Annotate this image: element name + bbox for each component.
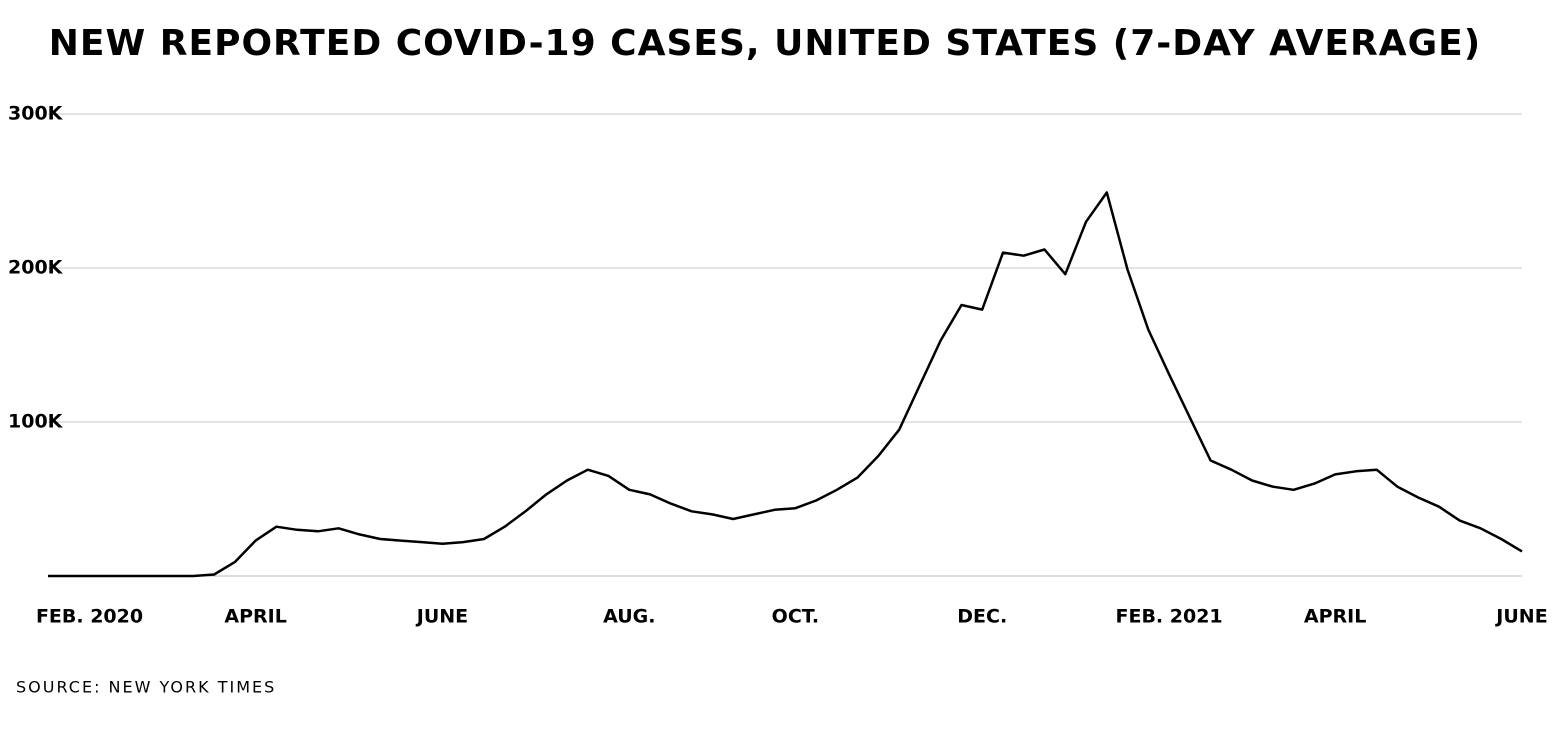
x-tick-label: Feb. 2021 [1115, 606, 1222, 628]
x-tick-label: June [1494, 606, 1547, 628]
x-tick-label: June [415, 606, 468, 628]
x-tick-label: Oct. [772, 606, 819, 628]
chart-title: New reported COVID-19 cases, United Stat… [49, 23, 1481, 64]
x-tick-label: April [224, 606, 286, 628]
x-tick-label: April [1304, 606, 1366, 628]
x-tick-label: Aug. [603, 606, 655, 628]
y-tick-label: 100K [8, 411, 64, 433]
x-tick-label: Feb. 2020 [36, 606, 143, 628]
line [48, 191, 1523, 578]
y-tick-label: 300K [8, 103, 64, 125]
y-tick-label: 200K [8, 257, 64, 279]
x-tick-label: Dec. [957, 606, 1007, 628]
source: Source: New York Times [16, 678, 276, 697]
